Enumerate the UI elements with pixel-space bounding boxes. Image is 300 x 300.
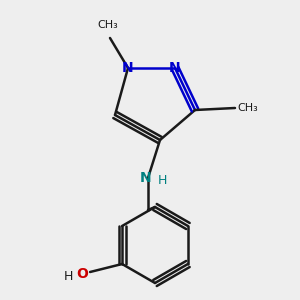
- Text: H: H: [157, 173, 167, 187]
- Text: CH₃: CH₃: [98, 20, 118, 30]
- Text: CH₃: CH₃: [237, 103, 258, 113]
- Text: N: N: [122, 61, 134, 75]
- Text: H: H: [63, 269, 73, 283]
- Text: N: N: [169, 61, 181, 75]
- Text: O: O: [76, 267, 88, 281]
- Text: N: N: [140, 171, 152, 185]
